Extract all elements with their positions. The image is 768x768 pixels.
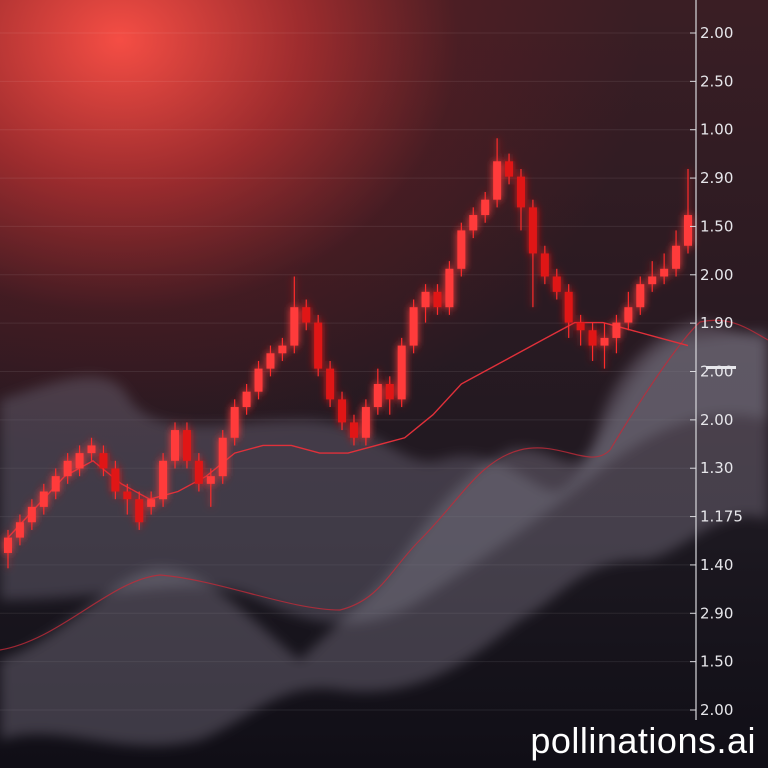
candle-body (123, 491, 132, 500)
candle-body (242, 391, 251, 408)
candle-body (15, 522, 24, 538)
candle-body (338, 399, 347, 423)
y-tick-label: 1.00 (700, 121, 733, 139)
y-tick-label: 1.90 (700, 314, 733, 332)
candle-body (63, 460, 72, 477)
candle-body (218, 437, 227, 477)
candle-body (171, 430, 180, 461)
candle-body (636, 284, 645, 308)
y-tick-label: 1.175 (700, 508, 743, 526)
candle-body (99, 453, 108, 469)
candle-body (564, 291, 573, 323)
candle-body (314, 322, 323, 369)
y-tick-label: 2.90 (700, 604, 733, 622)
candle-body (505, 161, 514, 177)
background-waves (0, 320, 768, 746)
candle-body (409, 307, 418, 346)
wave-back (0, 330, 768, 624)
candle-body (27, 506, 36, 523)
candle-body (206, 476, 215, 484)
candle-body (385, 384, 394, 400)
candle-body (361, 407, 370, 438)
candle-body (433, 291, 442, 308)
y-tick-label: 2.90 (700, 169, 733, 187)
candle-body (290, 307, 299, 346)
candle-body (397, 345, 406, 400)
candle-body (469, 215, 478, 231)
candle-body (612, 322, 621, 338)
candle-body (624, 307, 633, 323)
candle-body (516, 176, 525, 208)
candle-body (302, 307, 311, 323)
y-tick-label: 1.40 (700, 556, 733, 574)
watermark-logo: pollinations.ai (530, 720, 756, 761)
candle-body (457, 230, 466, 269)
candle-body (588, 330, 597, 346)
candle-body (600, 337, 609, 346)
candle-body (182, 430, 191, 461)
candle-body (481, 199, 490, 216)
candle-body (326, 368, 335, 400)
candle-body (4, 537, 12, 553)
candle-body (660, 268, 669, 277)
y-tick-label: 2.00 (700, 411, 733, 429)
candle-body (373, 384, 382, 408)
candles (4, 138, 692, 569)
candle-body (421, 291, 430, 308)
y-tick-label: 2.50 (700, 72, 733, 90)
candle-body (266, 353, 275, 369)
wave-front (0, 320, 768, 746)
candle-body (135, 499, 144, 523)
axis-highlight-marker (706, 366, 736, 369)
candle-body (194, 460, 203, 484)
candle-body (445, 268, 454, 308)
candle-body (278, 345, 287, 354)
candle-body (75, 453, 84, 469)
candle-body (230, 407, 239, 438)
candle-body (648, 276, 657, 285)
candle-body (672, 245, 681, 269)
candle-body (552, 276, 561, 292)
candle-body (576, 322, 585, 331)
candle-body (111, 468, 120, 492)
candle-body (493, 161, 502, 200)
candle-body (51, 476, 60, 492)
candle-body (254, 368, 263, 392)
y-tick-label: 1.50 (700, 217, 733, 235)
wave-line (0, 319, 768, 651)
candle-body (349, 422, 358, 438)
candle-body (39, 491, 48, 507)
y-tick-label: 2.00 (700, 24, 733, 42)
y-tick-label: 1.50 (700, 653, 733, 671)
y-tick-label: 2.00 (700, 363, 733, 381)
y-tick-label: 2.00 (700, 266, 733, 284)
moving-average-line (7, 321, 689, 539)
y-tick-label: 2.00 (700, 701, 733, 719)
candle-body (684, 215, 692, 246)
candle-body (540, 253, 549, 277)
candle-body (528, 207, 537, 254)
y-axis-ticks: 2.00 2.50 1.00 2.90 1.50 2.00 1.90 2.00 2.00 1.30… (690, 24, 743, 719)
y-tick-label: 1.30 (700, 459, 733, 477)
candle-body (147, 499, 156, 507)
candle-body (159, 460, 168, 500)
candle-body (87, 445, 96, 454)
